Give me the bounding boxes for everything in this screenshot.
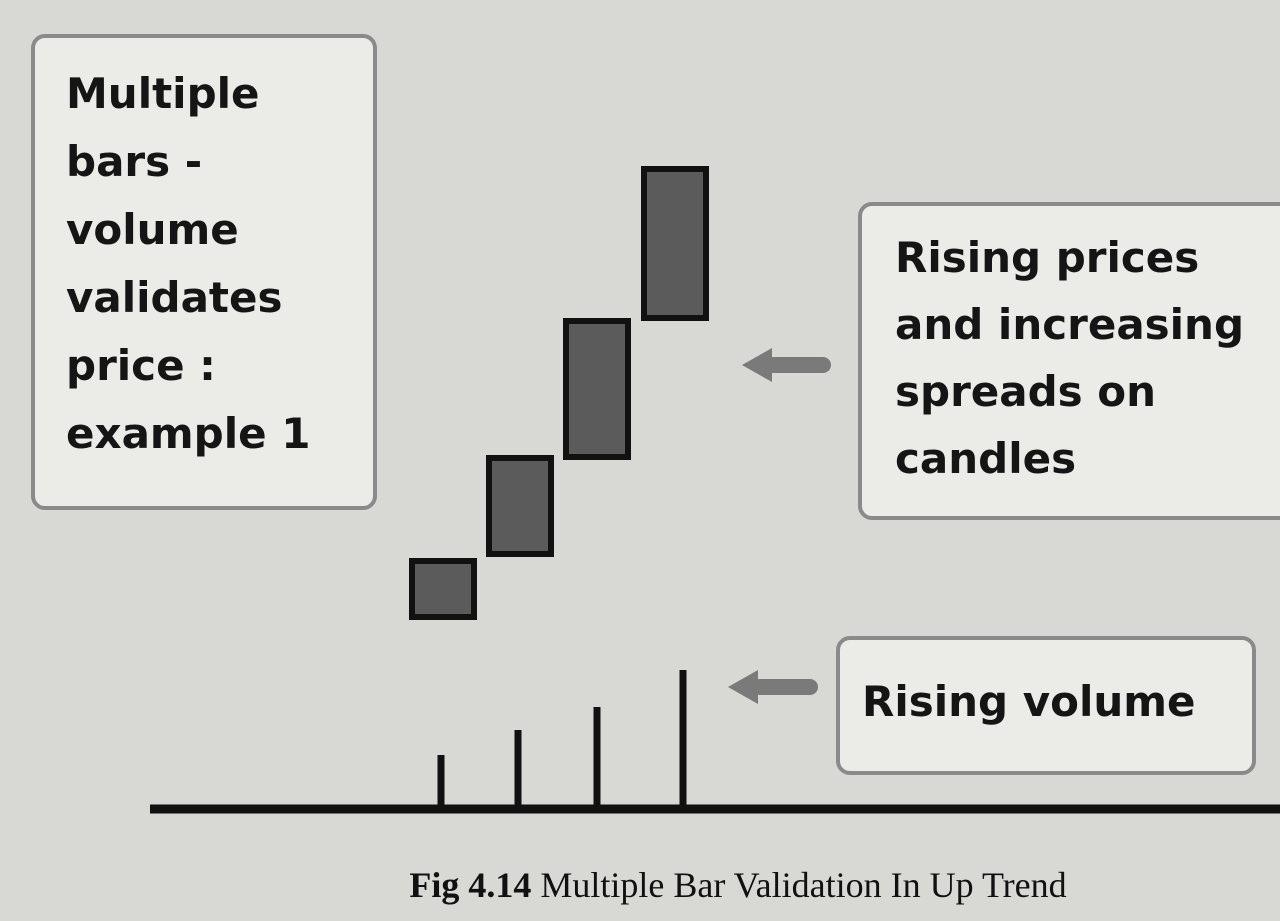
left-box-line: example 1 — [66, 409, 310, 458]
candle — [409, 558, 477, 620]
volume-callout-box — [836, 636, 1256, 775]
candle — [563, 318, 631, 460]
arrow — [728, 670, 818, 704]
left-box — [31, 34, 377, 510]
price-callout-line: candles — [895, 434, 1076, 483]
left-box-line: bars - — [66, 137, 202, 186]
volume-callout-text: Rising volume — [862, 677, 1196, 726]
left-box-line: validates — [66, 273, 282, 322]
price-callout-line: spreads on — [895, 367, 1156, 416]
price-callout-box — [858, 202, 1280, 520]
left-box-line: volume — [66, 205, 239, 254]
price-callout-line: Rising prices — [895, 233, 1199, 282]
left-box-line: Multiple — [66, 69, 260, 118]
left-box-line: price : — [66, 341, 216, 390]
caption: Fig 4.14 Multiple Bar Validation In Up T… — [409, 865, 1066, 905]
candle — [641, 166, 709, 321]
caption-label: Fig 4.14 — [409, 865, 531, 905]
price-callout-line: and increasing — [895, 300, 1244, 349]
arrow — [742, 348, 831, 382]
candle — [486, 455, 554, 557]
caption-text: Multiple Bar Validation In Up Trend — [540, 865, 1066, 905]
